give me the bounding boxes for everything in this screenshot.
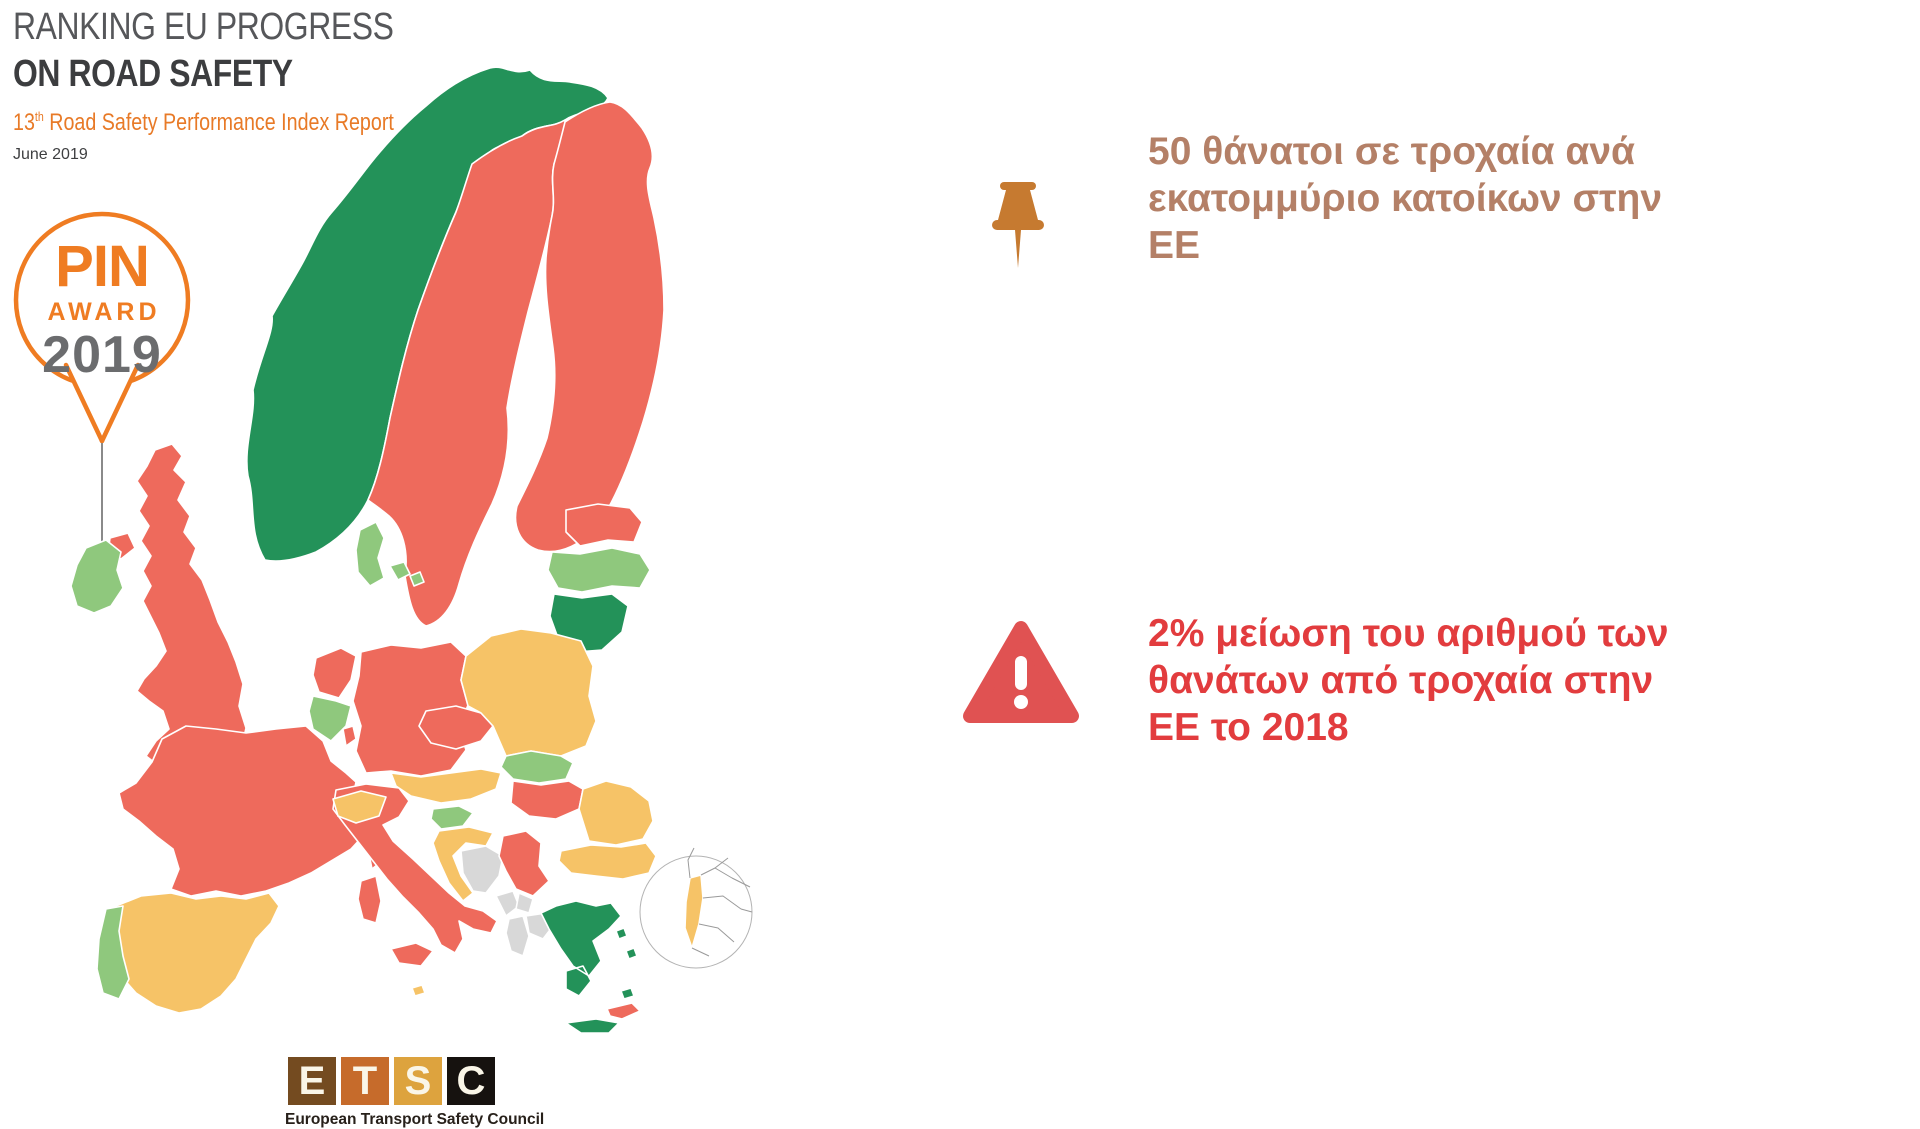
fact-line: ΕΕ xyxy=(1148,224,1201,267)
subtitle-ordinal: th xyxy=(34,109,44,124)
header: RANKING EU PROGRESS ON ROAD SAFETY 13th … xyxy=(13,6,573,164)
map-country-greece xyxy=(540,900,638,1034)
fact-line: ΕΕ το 2018 xyxy=(1148,706,1349,749)
map-country-israel xyxy=(684,874,704,949)
map-country-czechia xyxy=(418,705,494,750)
map-country-romania xyxy=(578,780,654,846)
map-country-italy xyxy=(332,783,498,967)
fact-deaths-reduction: 2% μείωση του αριθμού των θανάτων από τρ… xyxy=(1148,610,1808,751)
map-country-latvia xyxy=(547,547,651,593)
warning-exclamation-dot xyxy=(1014,695,1028,709)
map-country-portugal xyxy=(96,905,130,1000)
map-country-luxembourg xyxy=(342,725,357,747)
map-country-malta xyxy=(411,984,426,997)
map-country-slovakia xyxy=(500,750,574,784)
map-country-netherlands xyxy=(312,647,357,699)
badge-pointer-left xyxy=(63,362,105,444)
pin-award-badge-shape xyxy=(13,211,191,549)
badge-year-label: 2019 xyxy=(42,326,162,384)
map-country-croatia xyxy=(432,826,494,902)
badge-award-label: AWARD xyxy=(47,298,161,326)
map-country-switzerland xyxy=(332,790,387,824)
etsc-logo-squares: E T S C xyxy=(288,1057,500,1105)
badge-pointer-right xyxy=(99,362,141,444)
map-country-austria xyxy=(390,768,502,804)
etsc-logo-letter-c: C xyxy=(447,1057,495,1105)
map-country-kosovo xyxy=(515,892,534,914)
map-country-ireland xyxy=(70,539,124,614)
map-country-montenegro xyxy=(495,890,520,917)
map-country-denmark xyxy=(355,521,425,587)
map-country-serbia xyxy=(498,830,550,897)
page-title-line1: RANKING EU PROGRESS xyxy=(13,6,394,48)
map-country-bosnia xyxy=(460,845,504,894)
map-country-poland xyxy=(460,628,597,757)
fact-line: 2% μείωση του αριθμού των xyxy=(1148,612,1669,655)
map-country-hungary xyxy=(510,780,584,820)
badge-pointer-fill xyxy=(64,363,140,441)
map-country-estonia xyxy=(565,503,643,547)
pushpin-icon-shape xyxy=(992,182,1044,268)
map-country-belgium xyxy=(308,695,352,742)
map-country-cyprus xyxy=(606,1002,641,1020)
etsc-logo-letter-s: S xyxy=(394,1057,442,1105)
fact-line: εκατομμύριο κατοίκων στην xyxy=(1148,177,1663,220)
etsc-logo-letter-e: E xyxy=(288,1057,336,1105)
pin-award-badge: PIN AWARD 2019 xyxy=(6,205,198,384)
report-subtitle: 13th Road Safety Performance Index Repor… xyxy=(13,109,472,137)
israel-inset-borders xyxy=(687,847,753,957)
fact-line: θανάτων από τροχαία στην xyxy=(1148,659,1654,702)
map-country-spain xyxy=(105,892,280,1014)
etsc-logo-caption: European Transport Safety Council xyxy=(285,1111,545,1128)
page-title-line2: ON ROAD SAFETY xyxy=(13,53,293,95)
map-country-albania xyxy=(505,915,530,957)
report-date: June 2019 xyxy=(13,146,88,163)
etsc-logo-letter-t: T xyxy=(341,1057,389,1105)
fact-deaths-per-million: 50 θάνατοι σε τροχαία ανά εκατομμύριο κα… xyxy=(1148,128,1808,269)
etsc-logo: E T S C European Transport Safety Counci… xyxy=(285,1057,545,1129)
map-country-bulgaria xyxy=(558,842,657,880)
pushpin-icon xyxy=(992,182,1044,268)
europe-map xyxy=(70,66,753,1034)
warning-exclamation-bar xyxy=(1015,656,1027,690)
badge-pin-label: PIN xyxy=(55,234,150,299)
fact-line: 50 θάνατοι σε τροχαία ανά xyxy=(1148,130,1636,173)
map-country-united-kingdom xyxy=(107,443,247,772)
warning-icon xyxy=(963,621,1079,723)
map-country-slovenia xyxy=(430,805,474,830)
subtitle-number: 13 xyxy=(13,109,35,136)
subtitle-text: Road Safety Performance Index Report xyxy=(43,109,394,136)
